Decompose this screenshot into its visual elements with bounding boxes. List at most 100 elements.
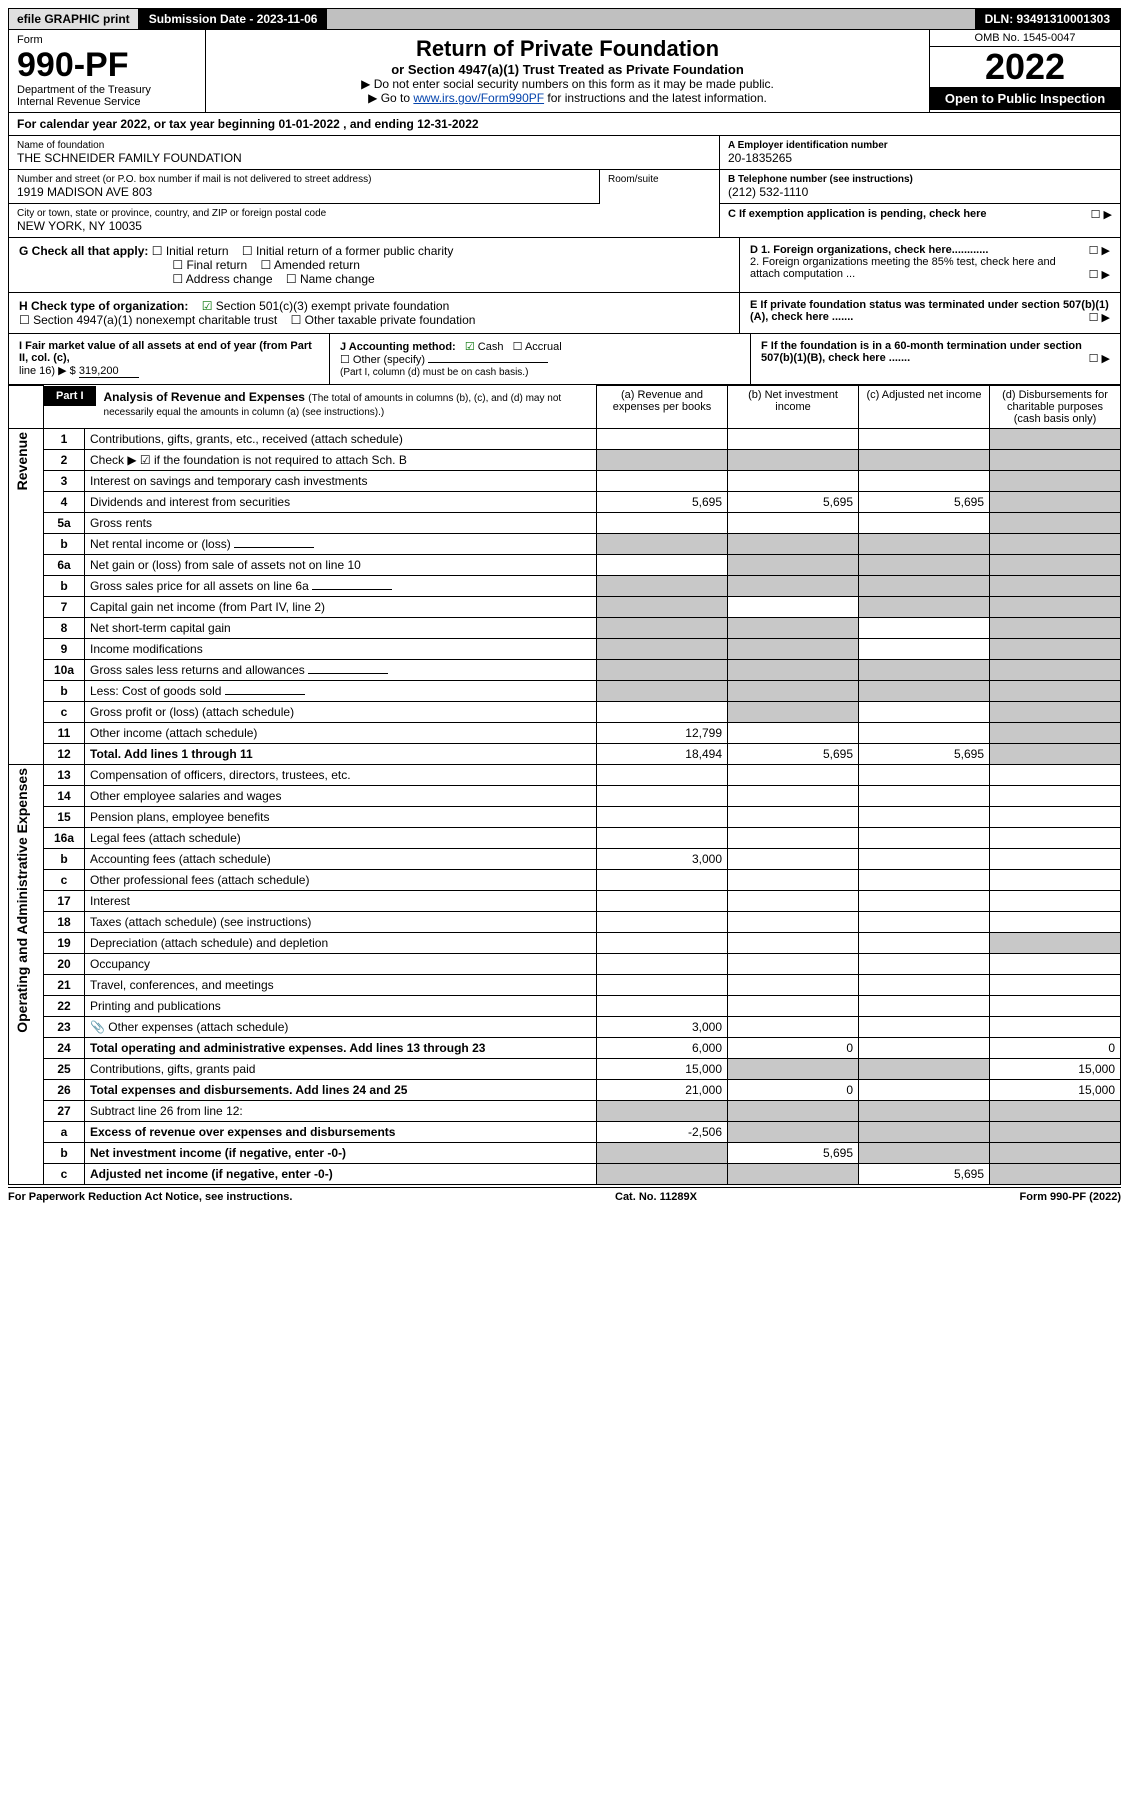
table-row: bGross sales price for all assets on lin… xyxy=(9,576,1121,597)
address-cell: Number and street (or P.O. box number if… xyxy=(9,170,599,204)
cell-a: 18,494 xyxy=(597,744,728,765)
cell-a xyxy=(597,786,728,807)
row-description: Interest on savings and temporary cash i… xyxy=(85,471,597,492)
form-word: Form xyxy=(17,34,197,46)
row-number: 26 xyxy=(44,1080,85,1101)
table-row: 12Total. Add lines 1 through 1118,4945,6… xyxy=(9,744,1121,765)
row-number: 7 xyxy=(44,597,85,618)
note-suffix: for instructions and the latest informat… xyxy=(547,91,766,105)
cell-d xyxy=(990,786,1121,807)
table-row: 19Depreciation (attach schedule) and dep… xyxy=(9,933,1121,954)
cell-b xyxy=(728,576,859,597)
addr-value: 1919 MADISON AVE 803 xyxy=(17,185,591,199)
name-label: Name of foundation xyxy=(17,140,711,151)
row-number: 14 xyxy=(44,786,85,807)
j-cash[interactable]: Cash xyxy=(465,341,504,353)
table-row: 21Travel, conferences, and meetings xyxy=(9,975,1121,996)
g-initial-return[interactable]: Initial return xyxy=(152,244,229,258)
j-other-input[interactable] xyxy=(428,362,548,363)
part1-tag: Part I xyxy=(44,386,96,406)
h-other-taxable[interactable]: Other taxable private foundation xyxy=(291,313,476,327)
cell-b: 0 xyxy=(728,1080,859,1101)
cell-d xyxy=(990,597,1121,618)
d1-checkbox[interactable]: ☐ xyxy=(1089,244,1110,257)
row-description: Net short-term capital gain xyxy=(85,618,597,639)
j-other[interactable]: Other (specify) xyxy=(340,354,425,366)
col-a-header: (a) Revenue and expenses per books xyxy=(597,386,728,429)
table-row: 10aGross sales less returns and allowanc… xyxy=(9,660,1121,681)
cell-d xyxy=(990,555,1121,576)
ein-cell: A Employer identification number 20-1835… xyxy=(720,136,1120,170)
row-number: b xyxy=(44,576,85,597)
row-number: 8 xyxy=(44,618,85,639)
table-row: 3Interest on savings and temporary cash … xyxy=(9,471,1121,492)
foundation-name-cell: Name of foundation THE SCHNEIDER FAMILY … xyxy=(9,136,719,170)
table-row: 24Total operating and administrative exp… xyxy=(9,1038,1121,1059)
cell-b xyxy=(728,618,859,639)
id-left: Name of foundation THE SCHNEIDER FAMILY … xyxy=(9,136,719,237)
row-number: a xyxy=(44,1122,85,1143)
dln: DLN: 93491310001303 xyxy=(975,9,1120,29)
footer-mid: Cat. No. 11289X xyxy=(615,1191,697,1203)
row-description: Other professional fees (attach schedule… xyxy=(85,870,597,891)
cell-b: 5,695 xyxy=(728,492,859,513)
i-j-f-row: I Fair market value of all assets at end… xyxy=(8,334,1121,385)
table-row: Revenue1Contributions, gifts, grants, et… xyxy=(9,429,1121,450)
attach-icon[interactable] xyxy=(90,1020,108,1034)
analysis-table: Part I Analysis of Revenue and Expenses … xyxy=(8,385,1121,1185)
cell-c xyxy=(859,1017,990,1038)
row-number: 2 xyxy=(44,450,85,471)
irs-link[interactable]: www.irs.gov/Form990PF xyxy=(413,91,544,105)
irs-line: Internal Revenue Service xyxy=(17,96,197,108)
cell-c xyxy=(859,933,990,954)
g-address-change[interactable]: Address change xyxy=(172,272,272,286)
cell-d xyxy=(990,534,1121,555)
g-final-return[interactable]: Final return xyxy=(172,258,247,272)
c-checkbox[interactable]: ☐ xyxy=(1091,208,1112,221)
e-checkbox[interactable]: ☐ xyxy=(1089,311,1110,324)
form-subtitle: or Section 4947(a)(1) Trust Treated as P… xyxy=(216,62,919,77)
top-bar: efile GRAPHIC print Submission Date - 20… xyxy=(8,8,1121,30)
j-accrual[interactable]: Accrual xyxy=(513,341,562,353)
cell-b xyxy=(728,996,859,1017)
h-501c3[interactable]: Section 501(c)(3) exempt private foundat… xyxy=(202,299,450,313)
row-number: 4 xyxy=(44,492,85,513)
cell-b: 0 xyxy=(728,1038,859,1059)
cell-b xyxy=(728,828,859,849)
footer-left: For Paperwork Reduction Act Notice, see … xyxy=(8,1191,292,1203)
cell-d xyxy=(990,954,1121,975)
g-name-change[interactable]: Name change xyxy=(286,272,375,286)
h-4947a1[interactable]: Section 4947(a)(1) nonexempt charitable … xyxy=(19,313,277,327)
row-description: Contributions, gifts, grants paid xyxy=(85,1059,597,1080)
cell-a xyxy=(597,618,728,639)
cell-d xyxy=(990,471,1121,492)
table-row: 18Taxes (attach schedule) (see instructi… xyxy=(9,912,1121,933)
e-section: E If private foundation status was termi… xyxy=(739,293,1120,333)
g-initial-former[interactable]: Initial return of a former public charit… xyxy=(242,244,454,258)
g-d-row: G Check all that apply: Initial return I… xyxy=(8,238,1121,293)
cell-c xyxy=(859,828,990,849)
cell-d xyxy=(990,744,1121,765)
cell-a xyxy=(597,1143,728,1164)
cell-b xyxy=(728,534,859,555)
row-number: 17 xyxy=(44,891,85,912)
table-row: Operating and Administrative Expenses13C… xyxy=(9,765,1121,786)
cell-c xyxy=(859,471,990,492)
ein-label: A Employer identification number xyxy=(728,140,1112,151)
cell-c xyxy=(859,1101,990,1122)
d2-label: 2. Foreign organizations meeting the 85%… xyxy=(750,256,1056,280)
cell-c xyxy=(859,618,990,639)
row-number: 18 xyxy=(44,912,85,933)
table-row: 23Other expenses (attach schedule)3,000 xyxy=(9,1017,1121,1038)
cell-a xyxy=(597,429,728,450)
efile-print-button[interactable]: efile GRAPHIC print xyxy=(9,9,139,29)
f-checkbox[interactable]: ☐ xyxy=(1089,352,1110,365)
table-row: cGross profit or (loss) (attach schedule… xyxy=(9,702,1121,723)
city-label: City or town, state or province, country… xyxy=(17,208,711,219)
g-amended-return[interactable]: Amended return xyxy=(260,258,360,272)
cell-d xyxy=(990,513,1121,534)
table-row: bLess: Cost of goods sold xyxy=(9,681,1121,702)
cell-a xyxy=(597,513,728,534)
d2-checkbox[interactable]: ☐ xyxy=(1089,268,1110,281)
phone-cell: B Telephone number (see instructions) (2… xyxy=(720,170,1120,204)
